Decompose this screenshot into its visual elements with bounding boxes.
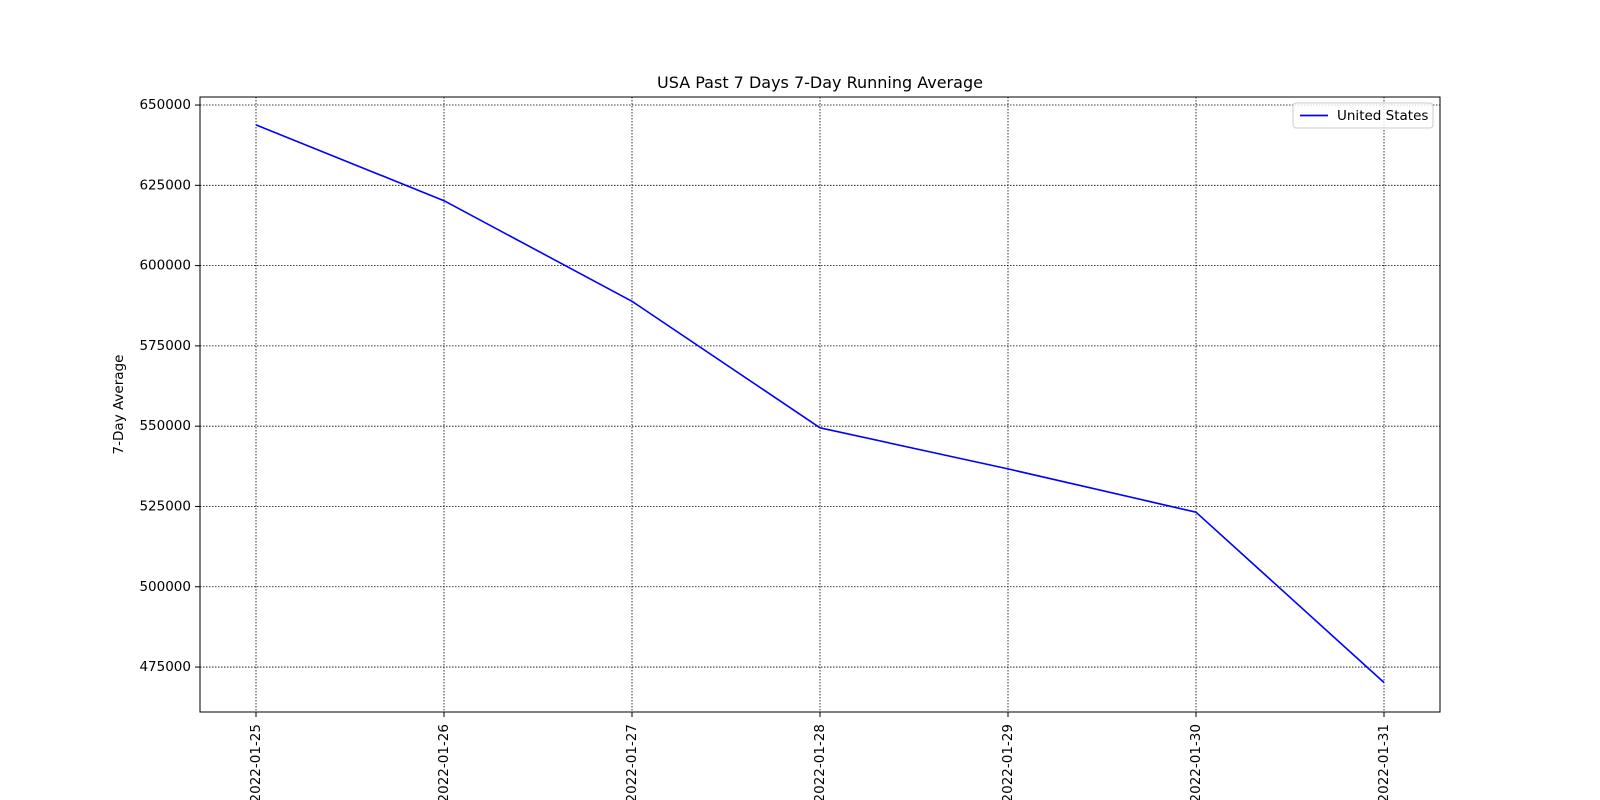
x-tick-label: 2022-01-25: [248, 724, 264, 800]
legend: United States: [1292, 102, 1434, 129]
x-axis-ticks: 2022-01-25 2022-01-26 2022-01-27 2022-01-28…: [248, 712, 1392, 800]
y-tick-label: 500000: [139, 579, 191, 595]
y-axis-label: 7-Day Average: [111, 355, 127, 455]
y-tick-label: 650000: [139, 97, 191, 113]
y-tick-label: 475000: [139, 659, 191, 675]
legend-label-united-states: United States: [1337, 108, 1428, 124]
x-tick-label: 2022-01-29: [1000, 724, 1016, 800]
y-tick-label: 550000: [139, 418, 191, 434]
series-line-united-states: [255, 124, 1385, 684]
chart-title: USA Past 7 Days 7-Day Running Average: [657, 73, 983, 92]
legend-box: [1292, 102, 1434, 129]
x-tick-label: 2022-01-30: [1188, 724, 1204, 800]
y-axis-ticks: 475000 500000 525000 550000 575000 600000 6250…: [139, 97, 200, 675]
y-tick-label: 600000: [139, 258, 191, 274]
plot-frame: [199, 96, 1441, 713]
series-lines: [255, 124, 1385, 684]
y-tick-label: 625000: [139, 177, 191, 193]
x-tick-label: 2022-01-27: [624, 724, 640, 800]
y-tick-label: 575000: [139, 338, 191, 354]
x-tick-label: 2022-01-28: [812, 724, 828, 800]
x-tick-label: 2022-01-31: [1376, 724, 1392, 800]
y-tick-label: 525000: [139, 498, 191, 514]
x-tick-label: 2022-01-26: [436, 724, 452, 800]
grid: [200, 97, 1440, 712]
